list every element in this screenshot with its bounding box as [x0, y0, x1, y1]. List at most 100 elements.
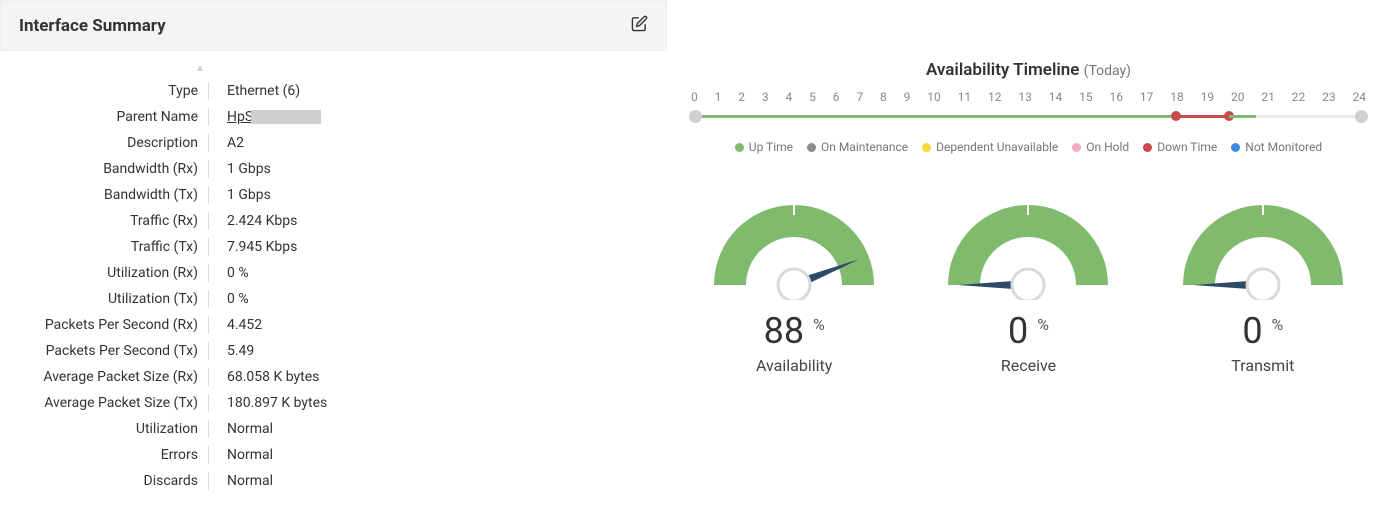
- legend-dot: [1143, 143, 1152, 152]
- property-separator: [208, 368, 209, 386]
- panel-title: Interface Summary: [19, 16, 166, 36]
- property-row: Parent Name HpS: [18, 104, 649, 130]
- legend-item: Up Time: [735, 140, 793, 154]
- legend-dot: [807, 143, 816, 152]
- timeline-tick: 9: [904, 90, 911, 104]
- property-label: Type: [18, 83, 208, 99]
- property-value: 1 Gbps: [227, 161, 271, 177]
- timeline-tick: 20: [1231, 90, 1245, 104]
- property-label: Errors: [18, 447, 208, 463]
- property-row: Packets Per Second (Rx) 4.452: [18, 312, 649, 338]
- property-label: Utilization: [18, 421, 208, 437]
- property-value: 5.49: [227, 343, 254, 359]
- gauge-label: Transmit: [1163, 356, 1363, 375]
- gauge-label: Receive: [928, 356, 1128, 375]
- property-row: Utilization (Tx) 0 %: [18, 286, 649, 312]
- timeline-tick: 11: [958, 90, 972, 104]
- legend-label: Down Time: [1157, 140, 1217, 154]
- properties-list: Type Ethernet (6) Parent Name HpS Descriptio…: [0, 78, 667, 494]
- property-value: 2.424 Kbps: [227, 213, 297, 229]
- property-label: Traffic (Rx): [18, 213, 208, 229]
- timeline-tick: 6: [833, 90, 840, 104]
- timeline-bar: [687, 108, 1370, 128]
- timeline-tick: 24: [1353, 90, 1367, 104]
- timeline-tick: 15: [1079, 90, 1093, 104]
- redacted-span: [251, 110, 321, 124]
- property-separator: [208, 446, 209, 464]
- property-separator: [208, 316, 209, 334]
- property-row: Average Packet Size (Rx) 68.058 K bytes: [18, 364, 649, 390]
- property-label: Bandwidth (Rx): [18, 161, 208, 177]
- property-row: Bandwidth (Tx)1 Gbps: [18, 182, 649, 208]
- property-row: Traffic (Rx) 2.424 Kbps: [18, 208, 649, 234]
- timeline-down-dot: [1171, 111, 1181, 121]
- property-label: Average Packet Size (Rx): [18, 369, 208, 385]
- legend-item: Dependent Unavailable: [922, 140, 1058, 154]
- legend-label: On Hold: [1086, 140, 1129, 154]
- property-value: Normal: [227, 447, 273, 463]
- property-separator: [208, 420, 209, 438]
- property-value: 0 %: [227, 291, 249, 307]
- legend-dot: [922, 143, 931, 152]
- timeline-tick: 16: [1110, 90, 1124, 104]
- timeline-tick: 5: [809, 90, 816, 104]
- timeline-tick: 8: [880, 90, 887, 104]
- property-separator: [208, 108, 209, 126]
- property-separator: [208, 82, 209, 100]
- gauges-row: 88 %Availability0 %Receive0 %Transmit: [687, 190, 1370, 375]
- legend-label: Not Monitored: [1245, 140, 1322, 154]
- property-value: Normal: [227, 421, 273, 437]
- gauge-label: Availability: [694, 356, 894, 375]
- property-value: Normal: [227, 473, 273, 489]
- property-separator: [208, 160, 209, 178]
- property-separator: [208, 264, 209, 282]
- timeline-tick: 7: [856, 90, 863, 104]
- property-row: Average Packet Size (Tx)180.897 K bytes: [18, 390, 649, 416]
- timeline-segment-up: [1229, 115, 1257, 118]
- timeline-segment-down: [1176, 115, 1229, 118]
- legend-label: Up Time: [749, 140, 793, 154]
- sort-caret-icon[interactable]: ▲: [155, 63, 245, 74]
- property-row: Type Ethernet (6): [18, 78, 649, 104]
- property-label: Parent Name: [18, 109, 208, 125]
- legend-label: Dependent Unavailable: [936, 140, 1058, 154]
- property-row: DescriptionA2: [18, 130, 649, 156]
- timeline-tick: 3: [762, 90, 769, 104]
- property-label: Utilization (Rx): [18, 265, 208, 281]
- gauge-receive: 0 %Receive: [928, 190, 1128, 375]
- property-value: Ethernet (6): [227, 83, 300, 99]
- timeline-endpoint: [1355, 110, 1368, 123]
- timeline-tick: 13: [1018, 90, 1032, 104]
- property-row: Discards Normal: [18, 468, 649, 494]
- timeline-subtitle: (Today): [1084, 63, 1131, 79]
- property-label: Packets Per Second (Rx): [18, 317, 208, 333]
- gauge-transmit: 0 %Transmit: [1163, 190, 1363, 375]
- timeline-tick: 4: [786, 90, 793, 104]
- timeline-tick: 14: [1049, 90, 1063, 104]
- property-value: 4.452: [227, 317, 262, 333]
- legend-dot: [735, 143, 744, 152]
- property-value[interactable]: HpS: [227, 109, 321, 125]
- property-row: Traffic (Tx)7.945 Kbps: [18, 234, 649, 260]
- property-value: 1 Gbps: [227, 187, 271, 203]
- property-separator: [208, 290, 209, 308]
- timeline-ticks: 0123456789101112131415161718192021222324: [687, 90, 1370, 104]
- timeline-title: Availability Timeline (Today): [687, 60, 1370, 80]
- property-value: 7.945 Kbps: [227, 239, 297, 255]
- timeline-tick: 17: [1140, 90, 1154, 104]
- property-label: Description: [18, 135, 208, 151]
- panel-header: Interface Summary: [0, 0, 667, 51]
- timeline-tick: 18: [1170, 90, 1184, 104]
- legend-item: Down Time: [1143, 140, 1217, 154]
- timeline-tick: 21: [1261, 90, 1275, 104]
- property-value: 68.058 K bytes: [227, 369, 319, 385]
- property-row: Packets Per Second (Tx)5.49: [18, 338, 649, 364]
- property-row: Bandwidth (Rx) 1 Gbps: [18, 156, 649, 182]
- property-separator: [208, 394, 209, 412]
- property-label: Utilization (Tx): [18, 291, 208, 307]
- edit-icon[interactable]: [631, 15, 648, 36]
- legend-label: On Maintenance: [821, 140, 908, 154]
- property-label: Discards: [18, 473, 208, 489]
- legend-dot: [1231, 143, 1240, 152]
- property-row: Utilization Normal: [18, 416, 649, 442]
